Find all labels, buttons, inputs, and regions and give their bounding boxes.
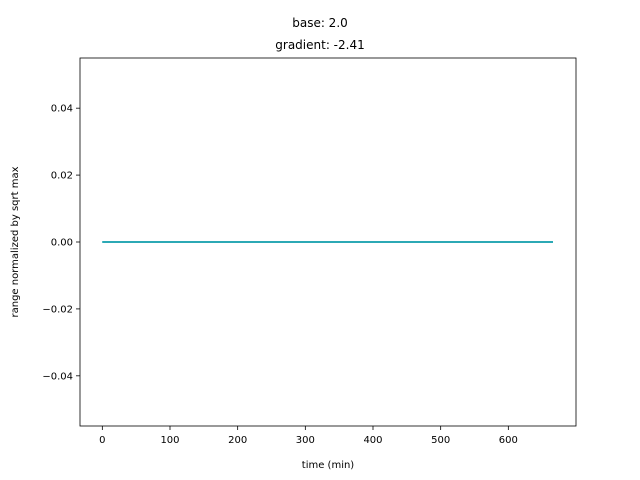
x-tick-label: 200 bbox=[228, 435, 247, 446]
x-tick-label: 400 bbox=[363, 435, 382, 446]
y-tick-label: 0.04 bbox=[51, 104, 73, 115]
x-tick-label: 600 bbox=[499, 435, 518, 446]
y-axis-ticks: −0.04 −0.02 0.00 0.02 0.04 bbox=[42, 104, 80, 382]
y-tick-label: 0.00 bbox=[51, 238, 73, 249]
x-tick-label: 300 bbox=[296, 435, 315, 446]
chart-title-line2: gradient: -2.41 bbox=[275, 38, 364, 52]
y-tick-label: −0.02 bbox=[42, 304, 73, 315]
x-tick-label: 100 bbox=[160, 435, 179, 446]
x-tick-label: 500 bbox=[431, 435, 450, 446]
x-axis-label: time (min) bbox=[302, 460, 355, 471]
y-tick-label: −0.04 bbox=[42, 371, 73, 382]
chart-title-line1: base: 2.0 bbox=[292, 16, 348, 30]
y-tick-label: 0.02 bbox=[51, 171, 73, 182]
y-axis-label: range normalized by sqrt max bbox=[10, 166, 21, 317]
x-axis-ticks: 0 100 200 300 400 500 600 bbox=[99, 426, 518, 446]
x-tick-label: 0 bbox=[99, 435, 105, 446]
